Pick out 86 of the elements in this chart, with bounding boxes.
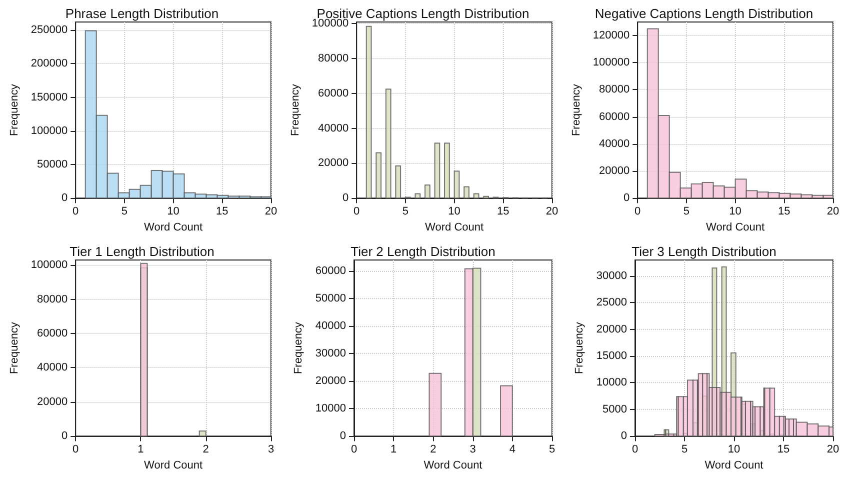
x-tick-label: 15 — [778, 206, 790, 218]
x-tick-label: 0 — [350, 444, 358, 456]
y-tick-label: 80000 — [318, 52, 349, 65]
x-tick-label: 0 — [72, 206, 79, 218]
x-axis-title: Word Count — [425, 222, 484, 234]
y-tick-label: 30000 — [596, 270, 627, 282]
y-axis-title: Frequency — [292, 322, 304, 374]
y-tick-label: 0 — [623, 192, 630, 204]
y-tick-label: 100000 — [592, 56, 630, 69]
y-tick-label: 20000 — [37, 396, 68, 408]
y-tick-label: 100000 — [30, 259, 68, 272]
y-axis-title: Frequency — [8, 322, 20, 374]
x-tick-label: 20 — [264, 206, 278, 218]
x-tick-label: 5 — [548, 444, 556, 456]
y-tick-label: 200000 — [30, 58, 68, 70]
y-tick-label: 20000 — [318, 157, 349, 170]
y-tick-label: 80000 — [37, 293, 68, 306]
x-tick-label: 0 — [632, 444, 638, 456]
y-tick-label: 10000 — [596, 376, 627, 389]
x-tick-label: 15 — [216, 206, 228, 218]
y-tick-label: 10000 — [315, 402, 346, 415]
y-axis-title: Frequency — [290, 84, 302, 136]
x-axis-title: Word Count — [144, 222, 203, 234]
x-tick-label: 3 — [470, 444, 476, 456]
x-tick-label: 10 — [728, 444, 740, 456]
y-tick-label: 40000 — [599, 138, 630, 150]
y-tick-label: 60000 — [315, 265, 346, 278]
x-axis-title: Word Count — [704, 460, 764, 472]
x-tick-label: 0 — [72, 444, 79, 456]
x-tick-label: 15 — [777, 444, 790, 456]
x-tick-label: 20 — [826, 444, 840, 456]
y-tick-label: 50000 — [315, 292, 346, 305]
y-tick-label: 40000 — [37, 362, 68, 374]
x-tick-label: 10 — [729, 206, 742, 218]
x-axis-title: Word Count — [424, 460, 482, 472]
y-tick-label: 100000 — [312, 18, 349, 30]
x-tick-label: 15 — [497, 206, 510, 218]
y-tick-label: 0 — [61, 430, 68, 442]
x-tick-label: 0 — [634, 206, 641, 218]
x-tick-label: 1 — [138, 444, 144, 456]
x-tick-label: 5 — [683, 206, 690, 218]
x-tick-label: 20 — [826, 206, 840, 218]
x-tick-label: 5 — [681, 444, 688, 456]
x-tick-label: 2 — [430, 444, 436, 456]
y-tick-label: 30000 — [315, 348, 346, 360]
chart-title: Phrase Length Distribution — [65, 6, 219, 21]
y-tick-label: 20000 — [596, 323, 627, 336]
x-tick-label: 1 — [390, 444, 397, 456]
y-tick-label: 0 — [342, 192, 349, 204]
x-tick-label: 4 — [509, 444, 516, 456]
y-axis-title: Frequency — [574, 322, 586, 374]
chart-title: Tier 3 Length Distribution — [632, 244, 776, 259]
x-axis-title: Word Count — [144, 460, 203, 472]
y-tick-label: 0 — [340, 430, 346, 442]
y-tick-label: 40000 — [318, 122, 349, 134]
y-tick-label: 5000 — [602, 403, 627, 416]
x-tick-label: 20 — [546, 206, 558, 218]
x-tick-label: 0 — [354, 206, 360, 218]
chart-title: Tier 2 Length Distribution — [350, 244, 496, 259]
y-tick-label: 60000 — [37, 328, 68, 340]
chart-title: Tier 1 Length Distribution — [70, 244, 214, 259]
y-tick-label: 20000 — [315, 375, 346, 388]
y-axis-title: Frequency — [570, 84, 582, 136]
x-tick-label: 5 — [121, 206, 128, 218]
y-tick-label: 0 — [620, 430, 627, 442]
y-tick-label: 120000 — [592, 30, 630, 42]
y-tick-label: 250000 — [30, 24, 68, 36]
y-tick-label: 80000 — [599, 84, 630, 96]
x-tick-label: 10 — [448, 206, 460, 218]
y-tick-label: 20000 — [599, 165, 630, 178]
x-tick-label: 5 — [402, 206, 409, 218]
y-tick-label: 100000 — [30, 124, 68, 137]
x-tick-label: 10 — [167, 206, 180, 218]
y-axis-title: Frequency — [8, 84, 20, 136]
y-tick-label: 0 — [61, 192, 68, 204]
x-axis-title: Word Count — [706, 222, 765, 234]
y-tick-label: 60000 — [599, 110, 630, 123]
y-tick-label: 40000 — [315, 320, 346, 332]
y-tick-label: 150000 — [30, 91, 68, 104]
y-tick-label: 60000 — [318, 87, 349, 100]
y-tick-label: 50000 — [37, 158, 68, 170]
x-tick-label: 2 — [202, 444, 209, 456]
y-tick-label: 15000 — [596, 350, 627, 362]
x-tick-label: 3 — [268, 444, 274, 456]
chart-title: Negative Captions Length Distribution — [594, 6, 814, 21]
y-tick-label: 25000 — [596, 296, 627, 309]
